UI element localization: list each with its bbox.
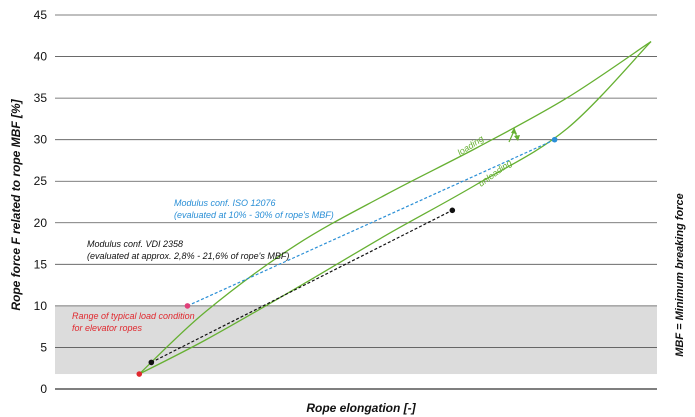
series-line-2 — [187, 139, 555, 307]
y-tick-label: 25 — [34, 174, 48, 188]
unloading-label: unloading — [476, 158, 513, 189]
series-lines — [138, 41, 652, 375]
y-tick-labels: 0 5 10 15 20 25 30 35 40 45 — [34, 8, 48, 396]
range-annotation-detail: for elevator ropes — [72, 323, 143, 333]
y-tick-label: 20 — [34, 216, 48, 230]
y-tick-label: 40 — [34, 50, 48, 64]
y-axis-title: Rope force F related to rope MBF [%] — [9, 98, 23, 310]
data-point — [449, 207, 456, 214]
data-points — [136, 136, 558, 377]
vdi-annotation-detail: (evaluated at approx. 2,8% - 21,6% of ro… — [87, 251, 289, 261]
y-tick-label: 0 — [40, 382, 47, 396]
y-tick-label: 5 — [40, 340, 47, 354]
iso-annotation-title: Modulus conf. ISO 12076 — [174, 198, 276, 208]
y-tick-label: 30 — [34, 133, 48, 147]
x-axis-title: Rope elongation [-] — [306, 401, 416, 415]
data-point — [184, 303, 191, 309]
shaded-load-range — [55, 305, 657, 375]
series-line-0 — [138, 41, 652, 375]
arrow-down-icon — [513, 127, 520, 141]
data-point — [136, 371, 143, 377]
y-tick-label: 35 — [34, 91, 48, 105]
vdi-annotation-title: Modulus conf. VDI 2358 — [87, 239, 183, 249]
data-point — [148, 359, 155, 366]
iso-annotation-detail: (evaluated at 10% - 30% of rope's MBF) — [174, 210, 334, 220]
y-tick-label: 10 — [34, 299, 48, 313]
series-line-1 — [139, 41, 652, 375]
y-tick-label: 15 — [34, 257, 48, 271]
mbf-side-note: MBF = Minimum breaking force — [674, 193, 686, 357]
series-line-3 — [151, 209, 453, 363]
y-tick-label: 45 — [34, 8, 48, 22]
range-annotation-title: Range of typical load condition — [72, 311, 195, 321]
data-point — [551, 136, 558, 143]
